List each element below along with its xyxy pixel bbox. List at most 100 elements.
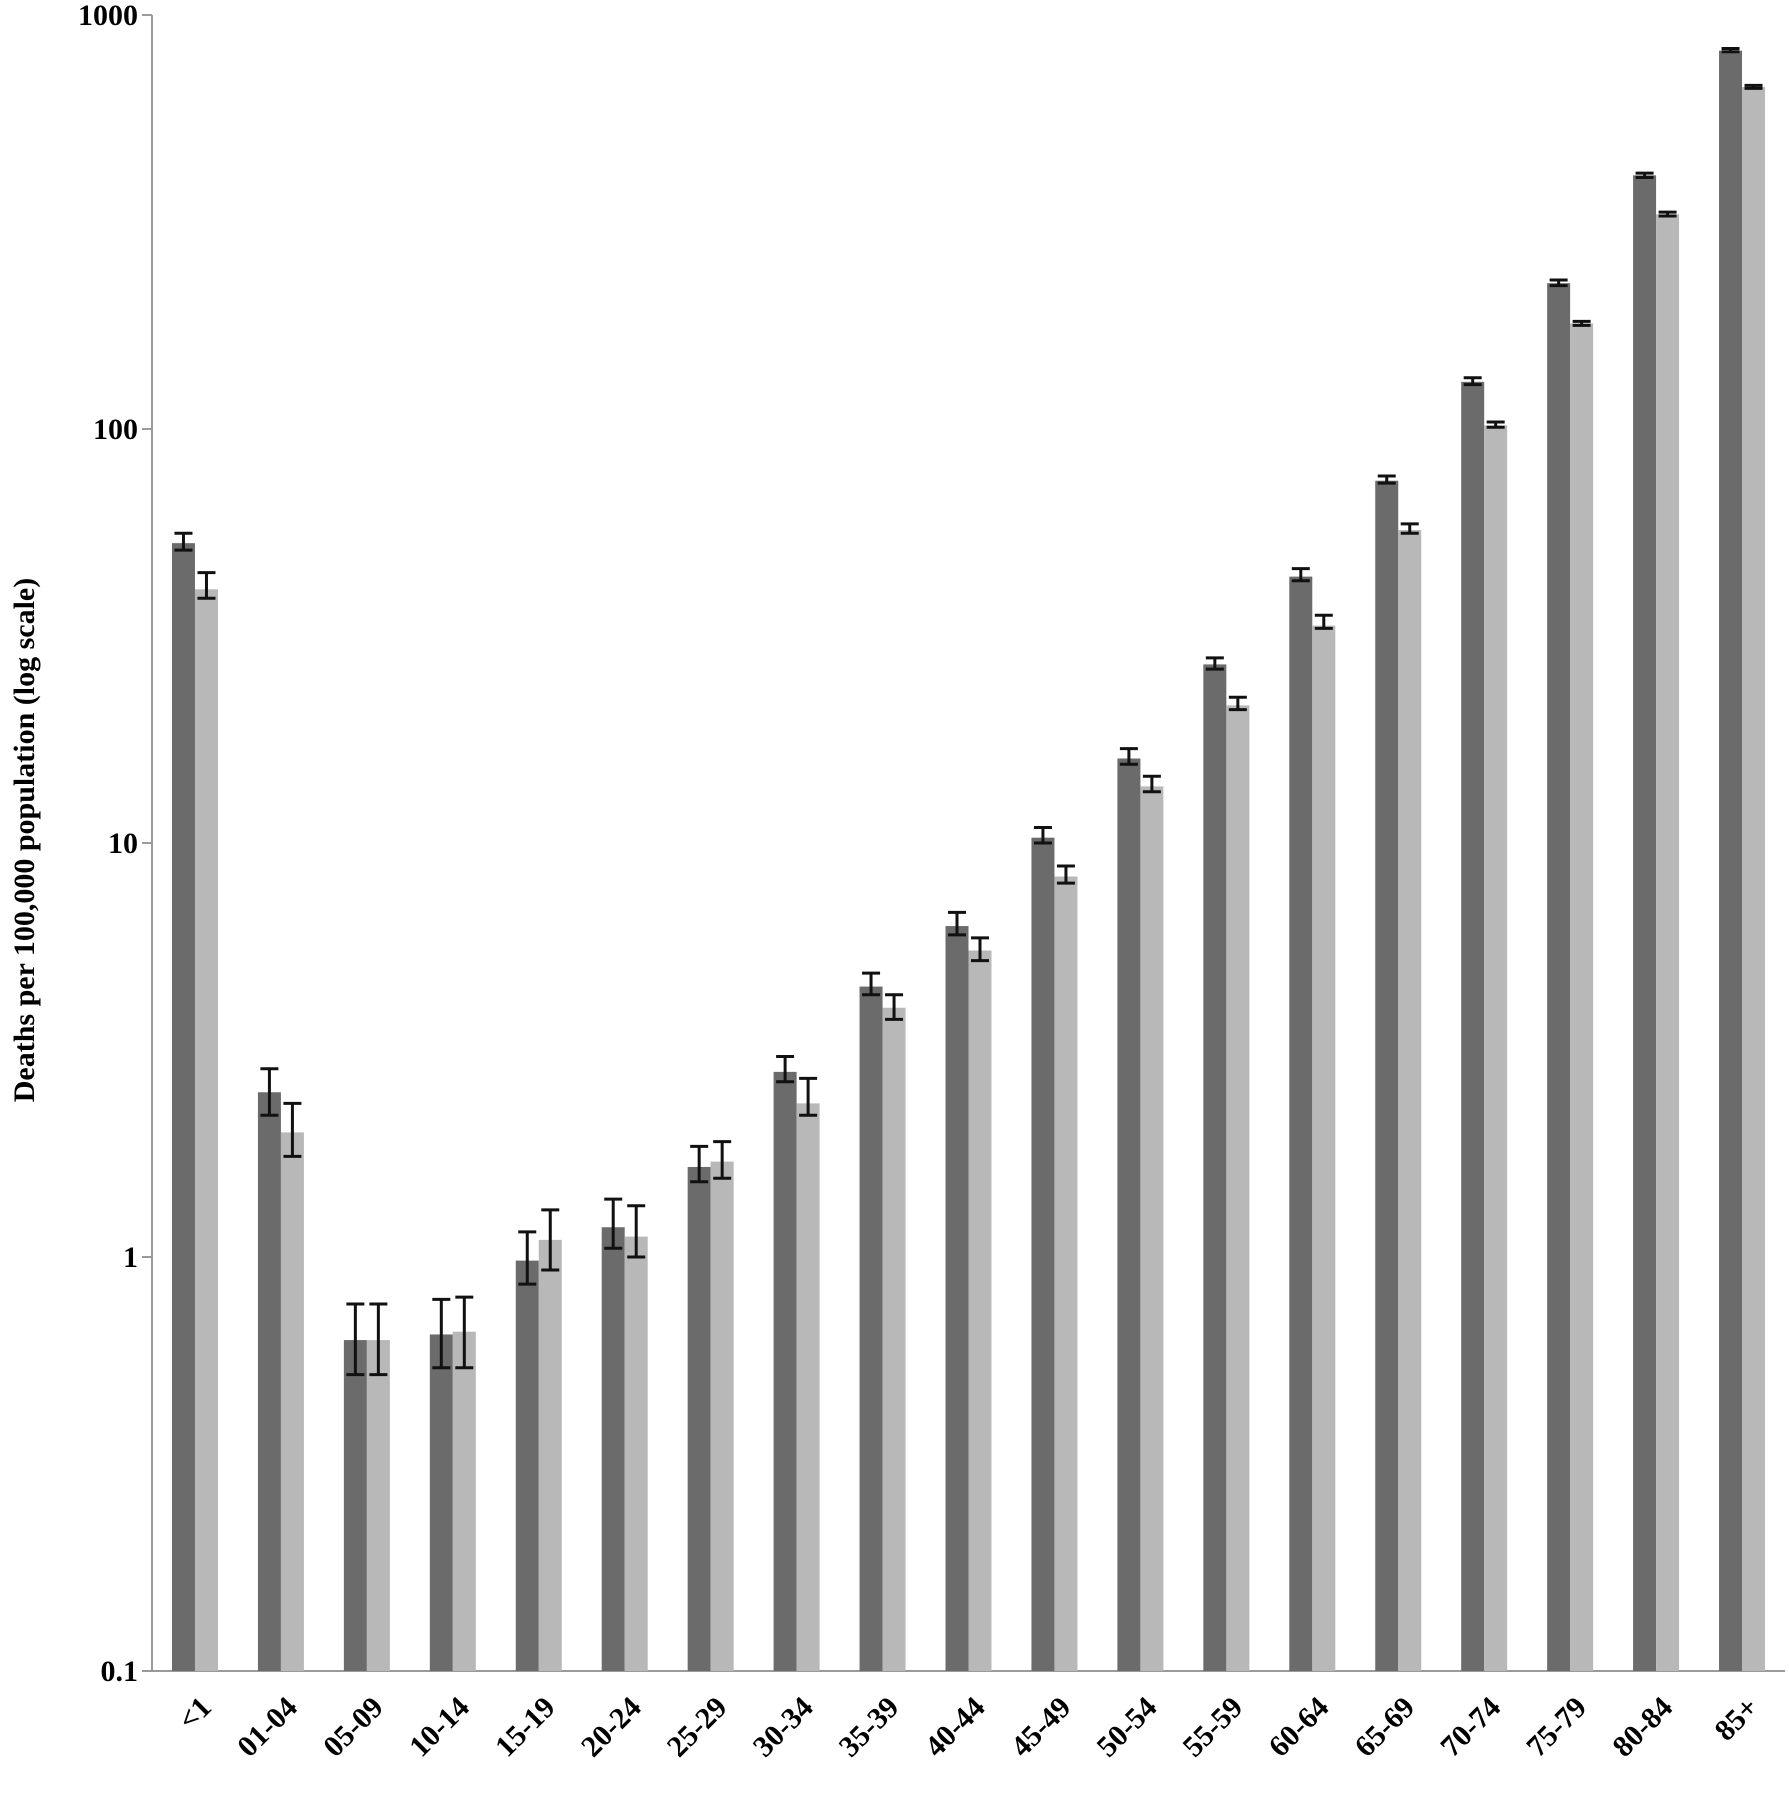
y-axis: 0.1 1 10 100 1000 <box>78 0 153 1688</box>
error-bar-series-2 <box>455 1295 474 1370</box>
bar-series-1 <box>1289 576 1313 1671</box>
error-bar-series-2 <box>713 1140 732 1180</box>
error-bar-series-1 <box>346 1302 365 1377</box>
x-category-label: 55-59 <box>1176 1691 1249 1764</box>
x-category-label: 01-04 <box>231 1691 304 1764</box>
error-bar-series-2 <box>1314 613 1333 630</box>
x-category-label: 25-29 <box>661 1691 734 1764</box>
bar-series-2 <box>882 1007 906 1671</box>
error-bar-series-1 <box>1291 567 1310 583</box>
bar-series-1 <box>945 926 969 1671</box>
bars <box>171 50 1766 1672</box>
bar-series-2 <box>1054 876 1078 1671</box>
bar-series-2 <box>1226 705 1250 1671</box>
bar-series-1 <box>859 986 883 1671</box>
x-category-label: 80-84 <box>1606 1691 1679 1764</box>
bar-series-1 <box>257 1092 281 1671</box>
error-bar-series-1 <box>1033 826 1052 845</box>
error-bar-series-2 <box>1658 210 1677 218</box>
bar-series-1 <box>343 1340 367 1671</box>
error-bar-series-1 <box>690 1144 709 1184</box>
error-bar-series-2 <box>1744 83 1763 90</box>
error-bar-series-2 <box>1572 319 1591 327</box>
error-bar-series-2 <box>885 993 904 1021</box>
y-tick-label: 100 <box>93 413 138 446</box>
error-bar-series-1 <box>776 1054 795 1084</box>
error-bar-series-2 <box>1142 774 1161 794</box>
x-category-label: 30-34 <box>747 1691 820 1764</box>
error-bar-series-2 <box>1056 864 1075 885</box>
error-bar-series-1 <box>604 1197 623 1250</box>
x-category-label: 70-74 <box>1434 1691 1507 1764</box>
bar-series-2 <box>1398 530 1422 1671</box>
error-bar-series-1 <box>1721 47 1740 54</box>
bar-series-1 <box>687 1166 711 1671</box>
bar-series-2 <box>538 1239 562 1671</box>
bar-series-2 <box>624 1236 648 1671</box>
error-bar-series-1 <box>948 910 966 937</box>
x-category-label: 45-49 <box>1005 1691 1078 1764</box>
bar-series-1 <box>773 1071 797 1671</box>
bar-series-2 <box>710 1161 734 1671</box>
bar-series-1 <box>429 1334 453 1671</box>
y-tick-label: 0.1 <box>101 1655 139 1688</box>
bar-series-1 <box>1547 283 1571 1672</box>
error-bar-series-2 <box>1228 695 1247 712</box>
bar-series-2 <box>796 1103 820 1671</box>
y-tick-label: 1000 <box>78 0 138 32</box>
error-bars <box>174 47 1763 1377</box>
x-category-label: 85+ <box>1708 1691 1765 1748</box>
x-category-label: 60-64 <box>1262 1691 1335 1764</box>
bar-series-2 <box>968 950 992 1671</box>
bar-series-2 <box>452 1331 476 1671</box>
error-bar-series-1 <box>1549 278 1568 288</box>
error-bar-series-1 <box>518 1230 537 1286</box>
bar-series-1 <box>1461 381 1485 1672</box>
x-category-label: <1 <box>172 1691 218 1737</box>
bar-series-1 <box>1375 480 1399 1672</box>
x-category-label: 35-39 <box>833 1691 906 1764</box>
x-category-label: 65-69 <box>1348 1691 1421 1764</box>
bar-series-2 <box>1656 214 1680 1672</box>
error-bar-series-1 <box>1635 171 1654 180</box>
x-category-label: 50-54 <box>1091 1691 1164 1764</box>
bar-series-1 <box>171 543 195 1671</box>
x-category-label: 20-24 <box>575 1691 648 1764</box>
error-bar-series-2 <box>1486 420 1505 429</box>
bar-series-1 <box>1117 758 1141 1671</box>
error-bar-series-2 <box>799 1076 818 1117</box>
bar-series-1 <box>1719 50 1743 1672</box>
y-axis-title: Deaths per 100,000 population (log scale… <box>8 578 41 1102</box>
error-bar-series-1 <box>1377 474 1396 485</box>
x-category-label: 40-44 <box>919 1691 992 1764</box>
error-bar-series-1 <box>1119 747 1138 766</box>
error-bar-series-1 <box>260 1067 279 1117</box>
error-bar-series-2 <box>197 571 216 600</box>
bar-series-1 <box>515 1260 539 1671</box>
bar-series-2 <box>366 1340 390 1671</box>
bar-series-1 <box>1203 664 1227 1671</box>
error-bar-series-1 <box>174 531 193 552</box>
error-bar-series-2 <box>627 1204 646 1259</box>
bar-series-2 <box>1570 323 1594 1672</box>
bar-series-1 <box>1031 837 1055 1671</box>
bar-series-2 <box>1140 786 1164 1671</box>
error-bar-series-1 <box>1205 656 1224 671</box>
error-bar-series-1 <box>432 1297 451 1370</box>
x-category-label: 75-79 <box>1520 1691 1593 1764</box>
x-category-label: 15-19 <box>489 1691 562 1764</box>
error-bar-series-2 <box>1400 522 1419 535</box>
x-axis: <1 01-04 05-09 10-14 15-19 20-24 25-29 30-34 35-… <box>152 1670 1785 1764</box>
bar-series-2 <box>1742 87 1766 1672</box>
error-bar-series-1 <box>862 971 881 997</box>
bar-series-2 <box>1312 625 1336 1671</box>
y-tick-label: 10 <box>108 827 138 860</box>
bar-series-1 <box>601 1227 625 1671</box>
y-tick-label: 1 <box>123 1241 138 1274</box>
bar-series-2 <box>280 1132 304 1671</box>
x-category-label: 05-09 <box>317 1691 390 1764</box>
bar-series-2 <box>1484 425 1508 1672</box>
error-bar-series-1 <box>1463 376 1482 387</box>
error-bar-series-2 <box>971 936 989 963</box>
